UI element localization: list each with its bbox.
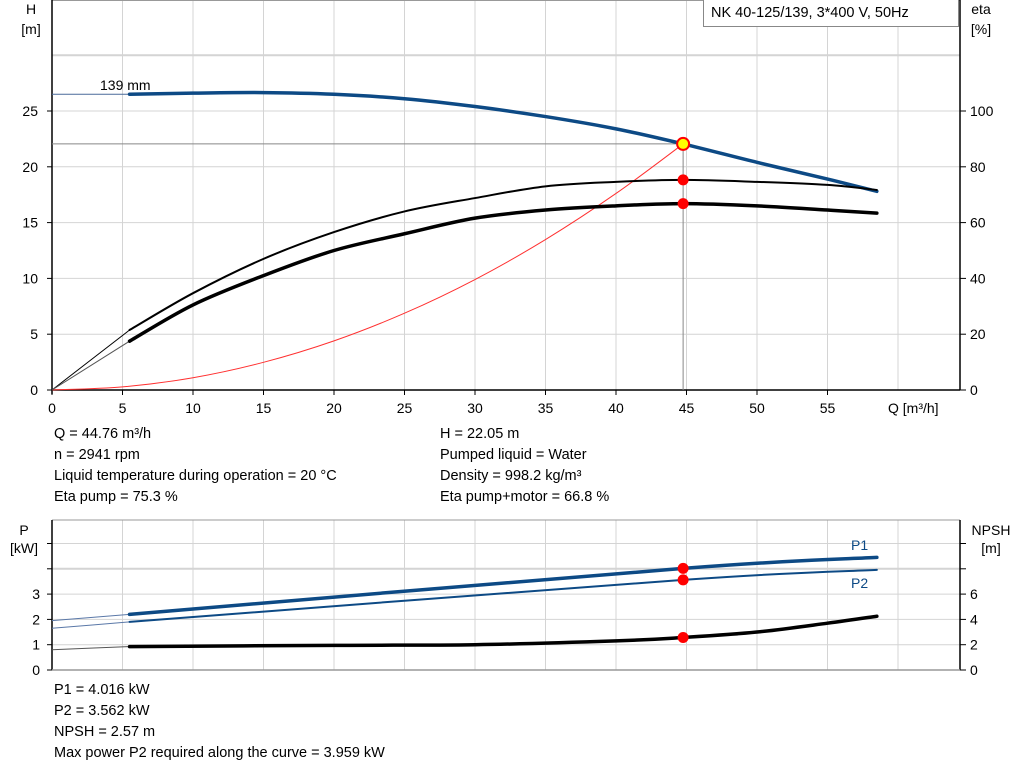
y-axis-unit-left: [m]: [21, 21, 40, 37]
y-tick-label-right: 40: [970, 270, 986, 286]
y-tick-label-left: 5: [30, 326, 38, 342]
system-curve: [51, 143, 684, 391]
y-tick-label-left: 3: [32, 586, 40, 602]
x-tick-label: 0: [48, 400, 56, 416]
x-tick-label: 25: [397, 400, 413, 416]
x-tick-label: 20: [326, 400, 342, 416]
NPSH-extrapolation-line: [51, 646, 130, 651]
y-tick-label-right: 100: [970, 103, 994, 119]
eta-pump-motor-extrapolation-line: [51, 340, 130, 391]
x-tick-label: 40: [608, 400, 624, 416]
x-tick-label: 50: [749, 400, 765, 416]
p2-point: [677, 574, 689, 586]
y-axis-unit-left: [kW]: [10, 540, 38, 556]
y-axis-unit-right: [m]: [981, 540, 1000, 556]
info-density: Density = 998.2 kg/m³: [440, 468, 582, 484]
operating-info-right: H = 22.05 m Pumped liquid = Water Densit…: [440, 424, 609, 508]
y-axis-unit-right: [%]: [971, 21, 991, 37]
y-axis-label-left: H: [26, 1, 36, 17]
eta-pump-point: [677, 174, 689, 186]
p2-series-label: P2: [851, 575, 868, 591]
p1-point: [677, 562, 689, 574]
info-flow: Q = 44.76 m³/h: [54, 426, 152, 442]
P2-curve: [128, 568, 878, 623]
y-tick-label-left: 20: [22, 159, 38, 175]
eta-pump-motor-point: [677, 198, 689, 210]
eta-pump-curve: [128, 178, 878, 332]
info-temperature: Liquid temperature during operation = 20…: [54, 468, 337, 484]
y-tick-label-right: 0: [970, 382, 978, 398]
y-tick-label-right: 4: [970, 611, 978, 627]
x-tick-label: 55: [820, 400, 836, 416]
power-info: P1 = 4.016 kW P2 = 3.562 kW NPSH = 2.57 …: [54, 680, 385, 764]
P1-extrapolation-line: [51, 613, 130, 622]
y-axis-label-right: NPSH: [972, 522, 1011, 538]
eta-pump-extrapolation-line: [51, 329, 130, 391]
x-tick-label: 10: [185, 400, 201, 416]
info-eta-pump-motor: Eta pump+motor = 66.8 %: [440, 489, 610, 505]
p1-series-label: P1: [851, 537, 868, 553]
chart-title: NK 40-125/139, 3*400 V, 50Hz: [703, 0, 959, 27]
info-eta-pump: Eta pump = 75.3 %: [54, 489, 178, 505]
x-tick-label: 5: [119, 400, 127, 416]
info-liquid: Pumped liquid = Water: [440, 447, 587, 463]
y-tick-label-right: 60: [970, 215, 986, 231]
operating-info-left: Q = 44.76 m³/h n = 2941 rpm Liquid tempe…: [54, 424, 337, 508]
y-tick-label-left: 15: [22, 215, 38, 231]
npsh-point: [677, 631, 689, 643]
info-head: H = 22.05 m: [440, 426, 520, 442]
duty-point-marker: [676, 136, 691, 151]
y-tick-label-right: 20: [970, 326, 986, 342]
y-tick-label-right: 6: [970, 586, 978, 602]
info-speed: n = 2941 rpm: [54, 447, 140, 463]
info-p2: P2 = 3.562 kW: [54, 703, 150, 719]
info-max-p2: Max power P2 required along the curve = …: [54, 745, 385, 761]
y-tick-label-right: 2: [970, 637, 978, 653]
x-tick-label: 30: [467, 400, 483, 416]
y-tick-label-left: 1: [32, 637, 40, 653]
info-npsh: NPSH = 2.57 m: [54, 724, 156, 740]
info-p1: P1 = 4.016 kW: [54, 682, 150, 698]
P1-curve: [127, 555, 879, 617]
eta-pump-motor-curve: [127, 201, 879, 343]
y-axis-label-left: P: [19, 522, 28, 538]
x-tick-label: 15: [256, 400, 272, 416]
y-tick-label-left: 2: [32, 611, 40, 627]
y-tick-label-left: 25: [22, 103, 38, 119]
y-tick-label-right: 0: [970, 662, 978, 678]
head-curve: [127, 90, 879, 194]
y-tick-label-left: 0: [32, 662, 40, 678]
y-tick-label-right: 80: [970, 159, 986, 175]
x-axis-label: Q [m³/h]: [888, 400, 939, 416]
x-tick-label: 45: [679, 400, 695, 416]
P2-extrapolation-line: [51, 621, 130, 629]
impeller-diameter-label: 139 mm: [100, 77, 151, 93]
NPSH-curve: [127, 614, 879, 649]
y-axis-label-right: eta: [971, 1, 991, 17]
y-tick-label-left: 10: [22, 270, 38, 286]
x-tick-label: 35: [538, 400, 554, 416]
y-tick-label-left: 0: [30, 382, 38, 398]
